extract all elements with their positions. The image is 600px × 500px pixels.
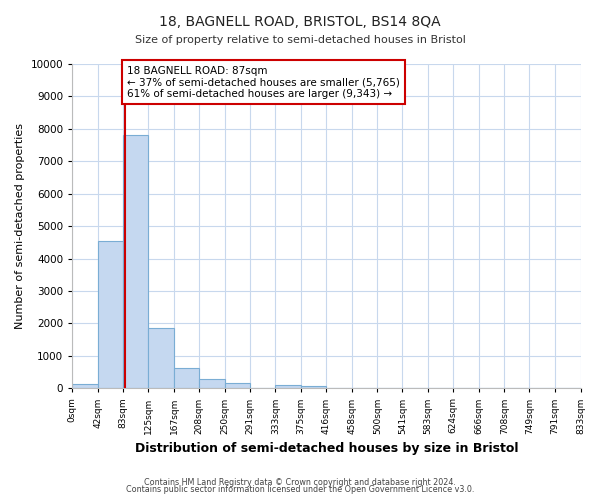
- Bar: [72, 384, 98, 388]
- Bar: [174, 368, 199, 388]
- Text: Contains HM Land Registry data © Crown copyright and database right 2024.: Contains HM Land Registry data © Crown c…: [144, 478, 456, 487]
- X-axis label: Distribution of semi-detached houses by size in Bristol: Distribution of semi-detached houses by …: [134, 442, 518, 455]
- Bar: [199, 379, 225, 388]
- Bar: [301, 386, 326, 388]
- Bar: [275, 385, 301, 388]
- Text: Contains public sector information licensed under the Open Government Licence v3: Contains public sector information licen…: [126, 486, 474, 494]
- Bar: [98, 240, 123, 388]
- Bar: [123, 136, 148, 388]
- Text: 18, BAGNELL ROAD, BRISTOL, BS14 8QA: 18, BAGNELL ROAD, BRISTOL, BS14 8QA: [159, 15, 441, 29]
- Text: Size of property relative to semi-detached houses in Bristol: Size of property relative to semi-detach…: [134, 35, 466, 45]
- Y-axis label: Number of semi-detached properties: Number of semi-detached properties: [15, 123, 25, 329]
- Bar: [148, 328, 174, 388]
- Bar: [225, 383, 250, 388]
- Text: 18 BAGNELL ROAD: 87sqm
← 37% of semi-detached houses are smaller (5,765)
61% of : 18 BAGNELL ROAD: 87sqm ← 37% of semi-det…: [127, 66, 400, 99]
